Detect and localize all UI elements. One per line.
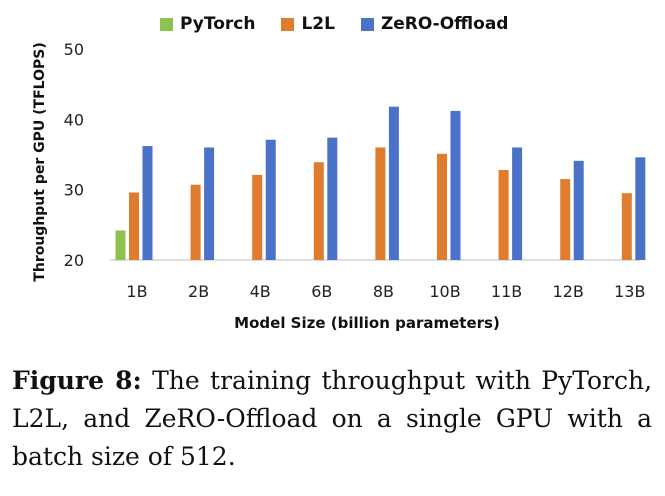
figure-caption-text: The training throughput with PyTorch, L2… (12, 366, 653, 471)
bar-l2l-13b (621, 193, 632, 260)
bar-pytorch-1b (115, 230, 126, 260)
figure-caption: Figure 8: The training throughput with P… (12, 362, 652, 476)
bar-zero-offload-1b (142, 146, 153, 260)
chart-bars (115, 106, 646, 260)
x-tick-label: 13B (614, 282, 645, 301)
x-tick-label: 1B (126, 282, 147, 301)
legend-item-zero-offload: ZeRO-Offload (360, 14, 509, 34)
legend-item-pytorch: PyTorch (160, 14, 255, 34)
legend-swatch-l2l (281, 17, 295, 31)
bar-zero-offload-13b (635, 157, 646, 260)
bar-l2l-1b (129, 192, 139, 260)
legend-label-zero-offload: ZeRO-Offload (380, 14, 509, 34)
x-tick-label: 8B (373, 282, 394, 301)
bar-zero-offload-2b (204, 147, 215, 260)
x-tick-label: 11B (491, 282, 522, 301)
y-tick-label: 30 (64, 181, 84, 200)
x-tick-label: 2B (188, 282, 209, 301)
x-axis-label: Model Size (billion parameters) (234, 314, 500, 332)
y-tick-label: 20 (64, 251, 84, 270)
bar-chart: 20 30 40 50 1B 2B 4B 6B 8B 10B 11B 12B 13B Throughpu… (32, 40, 646, 332)
bar-l2l-11b (498, 169, 509, 260)
x-tick-label: 10B (429, 282, 460, 301)
y-tick-label: 40 (64, 110, 84, 129)
x-tick-label: 6B (311, 282, 332, 301)
bar-zero-offload-12b (573, 160, 584, 260)
bar-zero-offload-4b (265, 139, 276, 260)
legend-label-l2l: L2L (301, 14, 335, 34)
x-tick-label: 4B (250, 282, 271, 301)
chart-ticks: 20 30 40 50 1B 2B 4B 6B 8B 10B 11B 12B 13B (64, 40, 646, 301)
bar-zero-offload-11b (512, 147, 523, 260)
y-tick-label: 50 (64, 40, 84, 59)
bar-l2l-10b (437, 153, 447, 260)
legend-item-l2l: L2L (281, 14, 335, 34)
bar-zero-offload-10b (450, 110, 461, 260)
figure-caption-label: Figure 8: (12, 366, 142, 395)
bar-zero-offload-6b (327, 137, 338, 260)
bar-l2l-6b (313, 162, 324, 260)
legend-label-pytorch: PyTorch (180, 14, 256, 34)
legend-swatch-zero-offload (360, 17, 374, 31)
y-axis-label: Throughput per GPU (TFLOPS) (32, 42, 48, 281)
chart-legend: PyTorch L2L ZeRO-Offload (160, 14, 508, 34)
bar-l2l-2b (190, 184, 201, 260)
legend-swatch-pytorch (160, 17, 173, 31)
bar-l2l-8b (375, 147, 386, 260)
bar-l2l-4b (252, 174, 263, 260)
bar-zero-offload-8b (388, 106, 399, 260)
x-tick-label: 12B (553, 282, 584, 301)
bar-l2l-12b (560, 179, 571, 260)
